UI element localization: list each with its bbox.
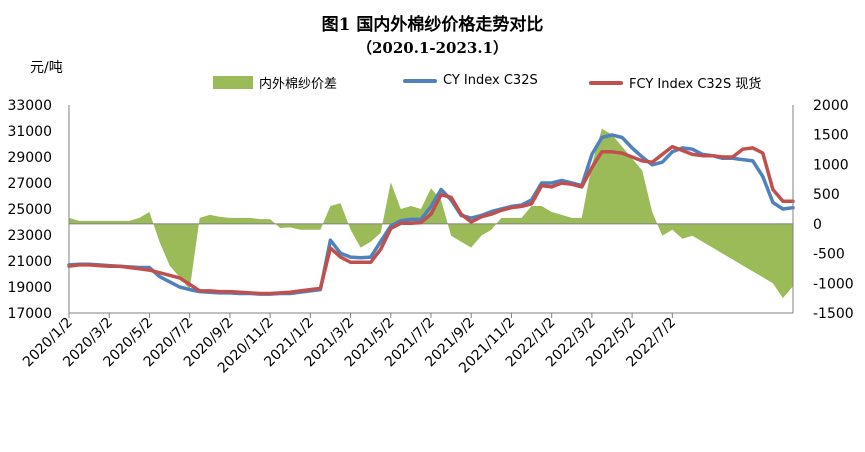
legend-item-cy: CY Index C32S (403, 73, 538, 88)
chart-subtitle: （2020.1-2023.1） (356, 39, 509, 57)
y-tick-label: 27000 (7, 176, 52, 192)
y2-tick-label: -1500 (813, 306, 854, 322)
legend-item-diff: 内外棉纱价差 (213, 73, 337, 92)
y2-tick-label: 1000 (813, 157, 849, 173)
series-line-fcy (67, 144, 795, 296)
chart-title: 图1 国内外棉纱价格走势对比 (321, 15, 544, 35)
legend-item-fcy: FCY Index C32S 现货 (589, 73, 761, 92)
y-axis-unit: 元/吨 (30, 60, 63, 76)
y2-tick-label: -1000 (813, 276, 854, 292)
legend-swatch-fcy (589, 80, 623, 85)
series-line-cy (67, 133, 795, 296)
y-tick-label: 33000 (7, 98, 52, 114)
legend-label-cy: CY Index C32S (443, 73, 538, 88)
y-tick-label: 31000 (7, 124, 52, 140)
y2-tick-label: -500 (813, 247, 845, 263)
y2-tick-label: 1500 (813, 128, 849, 144)
legend-label-diff: 内外棉纱价差 (259, 77, 338, 92)
y-tick-label: 21000 (7, 254, 52, 270)
y2-tick-label: 500 (813, 187, 840, 203)
y-tick-label: 17000 (7, 306, 52, 322)
y2-tick-label: 2000 (813, 98, 849, 114)
y-tick-label: 23000 (7, 228, 52, 244)
legend-swatch-diff (213, 76, 253, 89)
y-tick-label: 25000 (7, 202, 52, 218)
legend-swatch-cy (403, 78, 437, 83)
y-tick-label: 19000 (7, 280, 52, 296)
legend-label-fcy: FCY Index C32S 现货 (629, 77, 762, 92)
y2-tick-label: 0 (813, 217, 822, 233)
y-tick-label: 29000 (7, 150, 52, 166)
